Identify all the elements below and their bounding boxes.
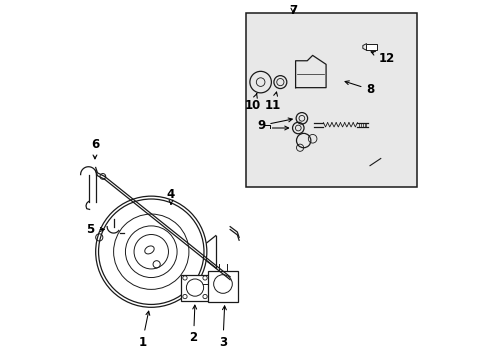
Text: 2: 2 <box>189 305 197 344</box>
Text: 9: 9 <box>257 118 292 132</box>
Bar <box>181 275 208 301</box>
Bar <box>207 271 238 302</box>
Text: 10: 10 <box>244 93 260 112</box>
Text: 11: 11 <box>264 92 281 112</box>
Text: 1: 1 <box>138 311 149 348</box>
Bar <box>246 13 416 187</box>
Text: 12: 12 <box>370 51 394 65</box>
Text: 7: 7 <box>288 4 296 17</box>
Text: 6: 6 <box>91 138 99 159</box>
Text: 8: 8 <box>345 81 374 96</box>
Text: 5: 5 <box>86 223 104 236</box>
Text: 4: 4 <box>166 188 175 204</box>
Text: 3: 3 <box>219 306 226 348</box>
Bar <box>366 44 376 50</box>
